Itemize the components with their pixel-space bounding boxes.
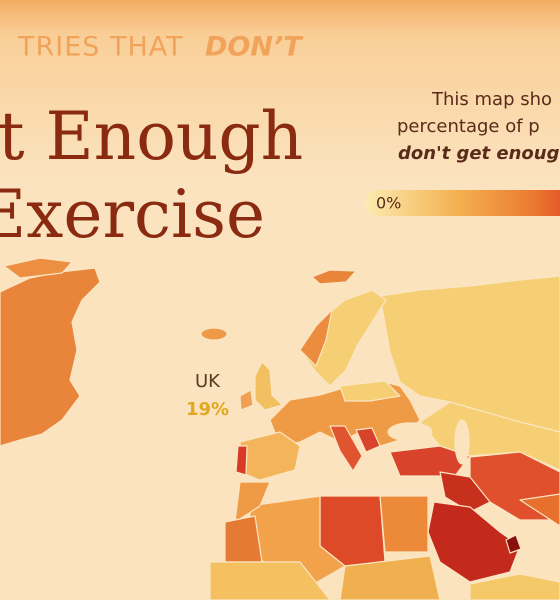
country-label: UK xyxy=(195,371,221,392)
eastern-europe xyxy=(339,380,401,402)
iceland xyxy=(200,327,228,341)
gulf-state xyxy=(505,534,522,554)
arctic-islands xyxy=(311,269,357,285)
portugal xyxy=(235,445,248,476)
legend-text: don't get enoug xyxy=(398,143,560,164)
scandinavia xyxy=(299,289,387,387)
afghanistan xyxy=(519,493,560,527)
title-line: t Enough xyxy=(0,98,303,175)
ireland xyxy=(239,389,254,411)
legend-text: This map sho xyxy=(431,89,552,110)
legend-text: percentage of p xyxy=(397,116,540,137)
balkans xyxy=(355,427,381,453)
norway xyxy=(299,309,333,367)
morocco xyxy=(234,481,271,523)
italy xyxy=(329,425,363,472)
kicker-emphasis: DON’T xyxy=(205,32,304,63)
legend-tick-label: 0% xyxy=(376,194,401,213)
title-line: Exercise xyxy=(0,176,265,253)
sudan-chad xyxy=(339,555,441,600)
uk xyxy=(254,361,283,411)
legend-ticks: 0% xyxy=(376,194,401,213)
kicker: TRIES THAT xyxy=(17,32,184,63)
world-map xyxy=(0,257,560,600)
legend-scale xyxy=(365,190,560,216)
west-africa xyxy=(209,561,331,600)
horn-region xyxy=(469,573,560,600)
country-value: 19% xyxy=(186,399,229,420)
north-america xyxy=(0,267,101,447)
saudi-arabia xyxy=(427,501,521,583)
iraq-syria xyxy=(439,471,491,513)
caspian-sea xyxy=(454,419,470,465)
black-sea xyxy=(387,422,433,442)
map-labels: UK 19% xyxy=(186,371,229,420)
mauritania xyxy=(224,515,263,563)
turkey xyxy=(389,445,471,477)
arctic-islands xyxy=(3,257,73,279)
egypt xyxy=(379,495,429,553)
